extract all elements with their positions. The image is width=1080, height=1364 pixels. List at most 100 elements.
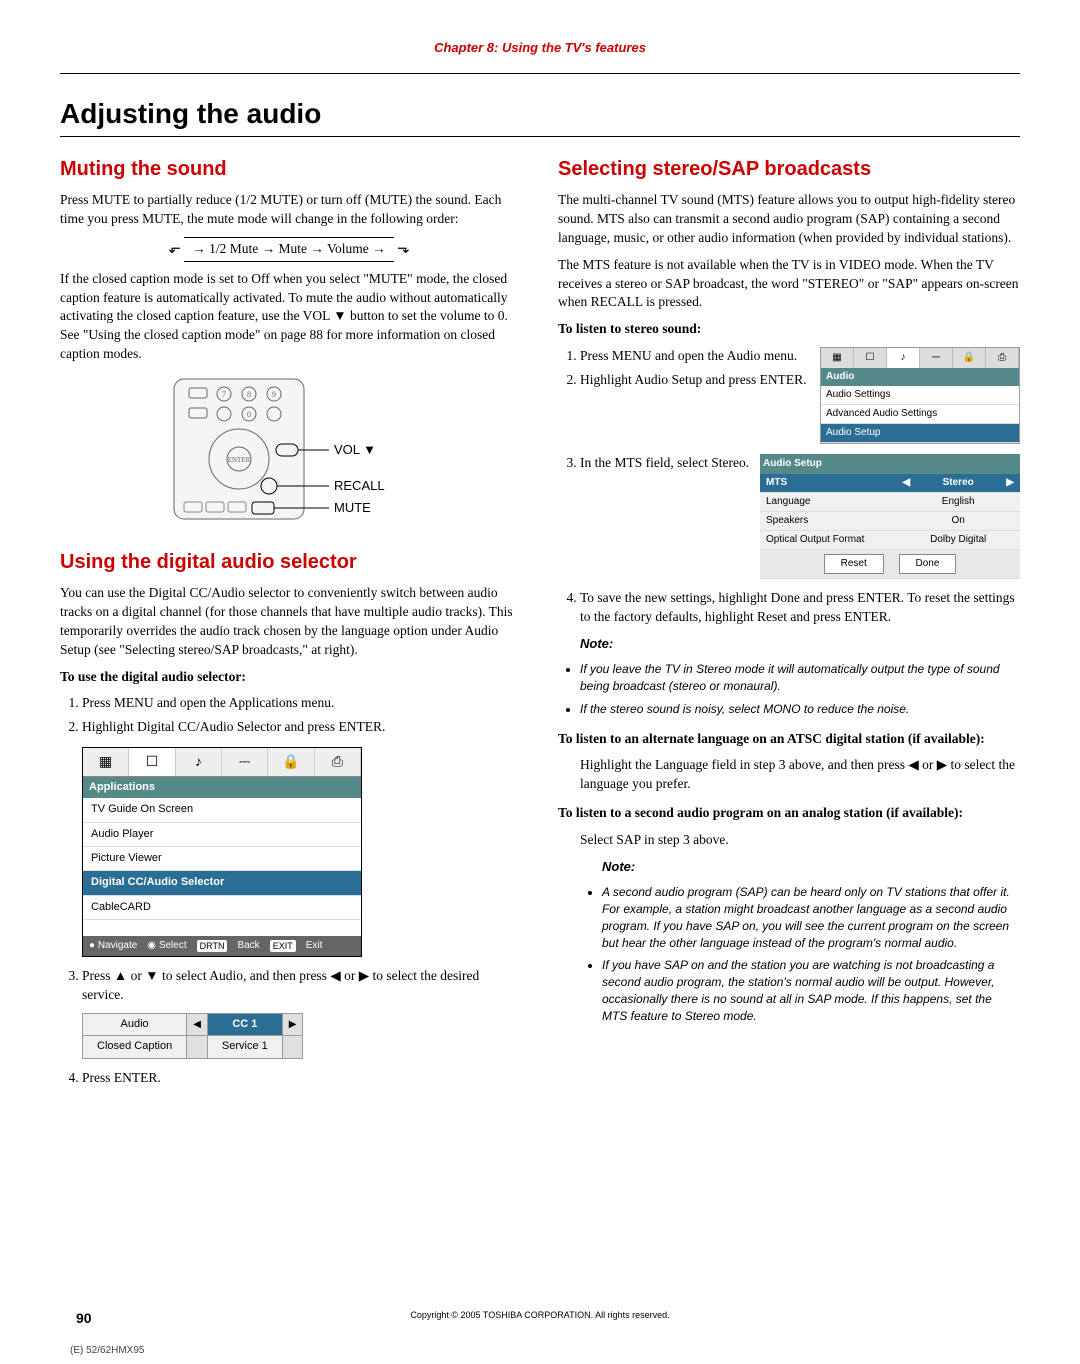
muting-p1: Press MUTE to partially reduce (1/2 MUTE… xyxy=(60,191,518,229)
audio-menu-item-0: Audio Settings xyxy=(821,386,1019,405)
steps-1-2-with-menu: Press MENU and open the Audio menu. High… xyxy=(558,347,1020,444)
dasel-step1: Press MENU and open the Applications men… xyxy=(82,694,518,713)
tab-3: ♪ xyxy=(176,748,222,776)
note-list-2: A second audio program (SAP) can be hear… xyxy=(602,884,1020,1024)
sap-subhead3: To listen to a second audio program on a… xyxy=(558,804,1020,823)
atab6: ⎙ xyxy=(986,348,1019,368)
done-button: Done xyxy=(899,554,957,574)
note-label-1: Note: xyxy=(580,635,1020,653)
left-column: Muting the sound Press MUTE to partially… xyxy=(60,155,518,1096)
atab3: ♪ xyxy=(887,348,920,368)
sap-step4: To save the new settings, highlight Done… xyxy=(580,589,1020,627)
atab4: ⎓ xyxy=(920,348,953,368)
as-tri-l: ◀ xyxy=(896,474,916,493)
audio-cc-table: Audio ◀ CC 1 ▶ Closed Caption Service 1 xyxy=(82,1013,303,1059)
menu-section-label: Applications xyxy=(83,777,361,798)
right-column: Selecting stereo/SAP broadcasts The mult… xyxy=(558,155,1020,1096)
note2b: If you have SAP on and the station you a… xyxy=(602,957,1020,1024)
svg-text:ENTER: ENTER xyxy=(228,456,251,464)
tri-left-icon: ◀ xyxy=(187,1013,208,1035)
sap-step1: Press MENU and open the Audio menu. xyxy=(580,347,810,366)
audio-menu-item-1: Advanced Audio Settings xyxy=(821,405,1019,424)
tri-right-icon: ▶ xyxy=(282,1013,303,1035)
audio-menu-tabs: ▦ ☐ ♪ ⎓ 🔒 ⎙ xyxy=(821,348,1019,368)
applications-menu: ▦ ☐ ♪ ⎓ 🔒 ⎙ Applications TV Guide On Scr… xyxy=(82,747,362,957)
remote-svg: 7 8 9 0 ENTER xyxy=(164,374,414,524)
menu-item-2: Picture Viewer xyxy=(83,847,361,871)
note2a: A second audio program (SAP) can be hear… xyxy=(602,884,1020,951)
footer-select: Select xyxy=(159,940,187,951)
label-recall: RECALL xyxy=(334,478,385,493)
row1-value: Service 1 xyxy=(207,1036,282,1058)
tri-blank2 xyxy=(282,1036,303,1058)
menu-item-1: Audio Player xyxy=(83,823,361,847)
tab-4: ⎓ xyxy=(222,748,268,776)
as-row1-value: English xyxy=(916,493,1000,512)
as-row0-value: Stereo xyxy=(916,474,1000,493)
as-row2-value: On xyxy=(916,512,1000,531)
section-digital-audio: Using the digital audio selector xyxy=(60,548,518,576)
footer-back: Back xyxy=(237,939,259,953)
tri-blank xyxy=(187,1036,208,1058)
as-tri-r: ▶ xyxy=(1000,474,1020,493)
footer-exit: Exit xyxy=(306,939,323,953)
as-row2-label: Speakers xyxy=(760,512,896,531)
atab1: ▦ xyxy=(821,348,854,368)
audio-setup-hdr: Audio Setup xyxy=(760,454,1020,474)
svg-text:9: 9 xyxy=(272,390,276,399)
section-muting: Muting the sound xyxy=(60,155,518,183)
menu-item-3: Digital CC/Audio Selector xyxy=(83,871,361,895)
atab2: ☐ xyxy=(854,348,887,368)
tab-5: 🔒 xyxy=(268,748,314,776)
menu-item-0: TV Guide On Screen xyxy=(83,798,361,822)
note-list-1: If you leave the TV in Stereo mode it wi… xyxy=(580,661,1020,717)
mute-cycle-diagram: ⬐ → 1/2 Mute → Mute → Volume → ⬎ xyxy=(60,237,518,262)
muting-p2: If the closed caption mode is set to Off… xyxy=(60,270,518,364)
svg-text:8: 8 xyxy=(247,390,251,399)
tab-1: ▦ xyxy=(83,748,129,776)
rule-under-title xyxy=(60,136,1020,137)
sap-p4: Select SAP in step 3 above. xyxy=(580,831,1020,850)
dasel-step4: Press ENTER. xyxy=(82,1069,518,1088)
step-3-with-table: In the MTS field, select Stereo. Audio S… xyxy=(558,454,1020,579)
rule-top xyxy=(60,73,1020,74)
sap-step3: In the MTS field, select Stereo. xyxy=(580,454,750,473)
as-row0-label: MTS xyxy=(760,474,896,493)
dasel-p1: You can use the Digital CC/Audio selecto… xyxy=(60,584,518,660)
sap-p3: Highlight the Language field in step 3 a… xyxy=(580,756,1020,794)
menu-item-4: CableCARD xyxy=(83,896,361,920)
dasel-step2: Highlight Digital CC/Audio Selector and … xyxy=(82,718,518,737)
footer-back-key: DRTN xyxy=(197,940,228,953)
copyright-footer: Copyright © 2005 TOSHIBA CORPORATION. Al… xyxy=(60,1310,1020,1320)
sap-step2: Highlight Audio Setup and press ENTER. xyxy=(580,371,810,390)
sap-steps-4: To save the new settings, highlight Done… xyxy=(580,589,1020,627)
dasel-subhead: To use the digital audio selector: xyxy=(60,668,518,687)
page-title: Adjusting the audio xyxy=(60,98,1020,130)
sap-subhead2: To listen to an alternate language on an… xyxy=(558,730,1020,749)
reset-button: Reset xyxy=(824,554,884,574)
dasel-steps-3: Press ▲ or ▼ to select Audio, and then p… xyxy=(82,967,518,1005)
row1-label: Closed Caption xyxy=(83,1036,187,1058)
footer-exit-key: EXIT xyxy=(270,940,296,953)
note1a: If you leave the TV in Stereo mode it wi… xyxy=(580,661,1020,695)
section-stereo-sap: Selecting stereo/SAP broadcasts xyxy=(558,155,1020,183)
audio-menu-figure: ▦ ☐ ♪ ⎓ 🔒 ⎙ Audio Audio Settings Advance… xyxy=(820,347,1020,444)
as-row3-label: Optical Output Format xyxy=(760,531,896,550)
audio-menu-hdr: Audio xyxy=(821,368,1019,386)
content-columns: Muting the sound Press MUTE to partially… xyxy=(60,155,1020,1096)
sap-steps-3: In the MTS field, select Stereo. xyxy=(580,454,750,478)
audio-menu-item-2: Audio Setup xyxy=(821,424,1019,443)
remote-figure: 7 8 9 0 ENTER xyxy=(60,374,518,530)
note-label-2: Note: xyxy=(602,858,1020,876)
menu-tabs: ▦ ☐ ♪ ⎓ 🔒 ⎙ xyxy=(83,748,361,777)
dasel-steps-4: Press ENTER. xyxy=(82,1069,518,1088)
row0-label: Audio xyxy=(83,1013,187,1035)
svg-text:7: 7 xyxy=(222,390,226,399)
as-row3-value: Dolby Digital xyxy=(916,531,1000,550)
applications-menu-figure: ▦ ☐ ♪ ⎓ 🔒 ⎙ Applications TV Guide On Scr… xyxy=(82,747,518,957)
sap-p1: The multi-channel TV sound (MTS) feature… xyxy=(558,191,1020,248)
tab-6: ⎙ xyxy=(315,748,361,776)
sap-steps-1-2: Press MENU and open the Audio menu. High… xyxy=(580,347,810,395)
dasel-steps-1-2: Press MENU and open the Applications men… xyxy=(82,694,518,737)
label-mute: MUTE xyxy=(334,500,371,515)
